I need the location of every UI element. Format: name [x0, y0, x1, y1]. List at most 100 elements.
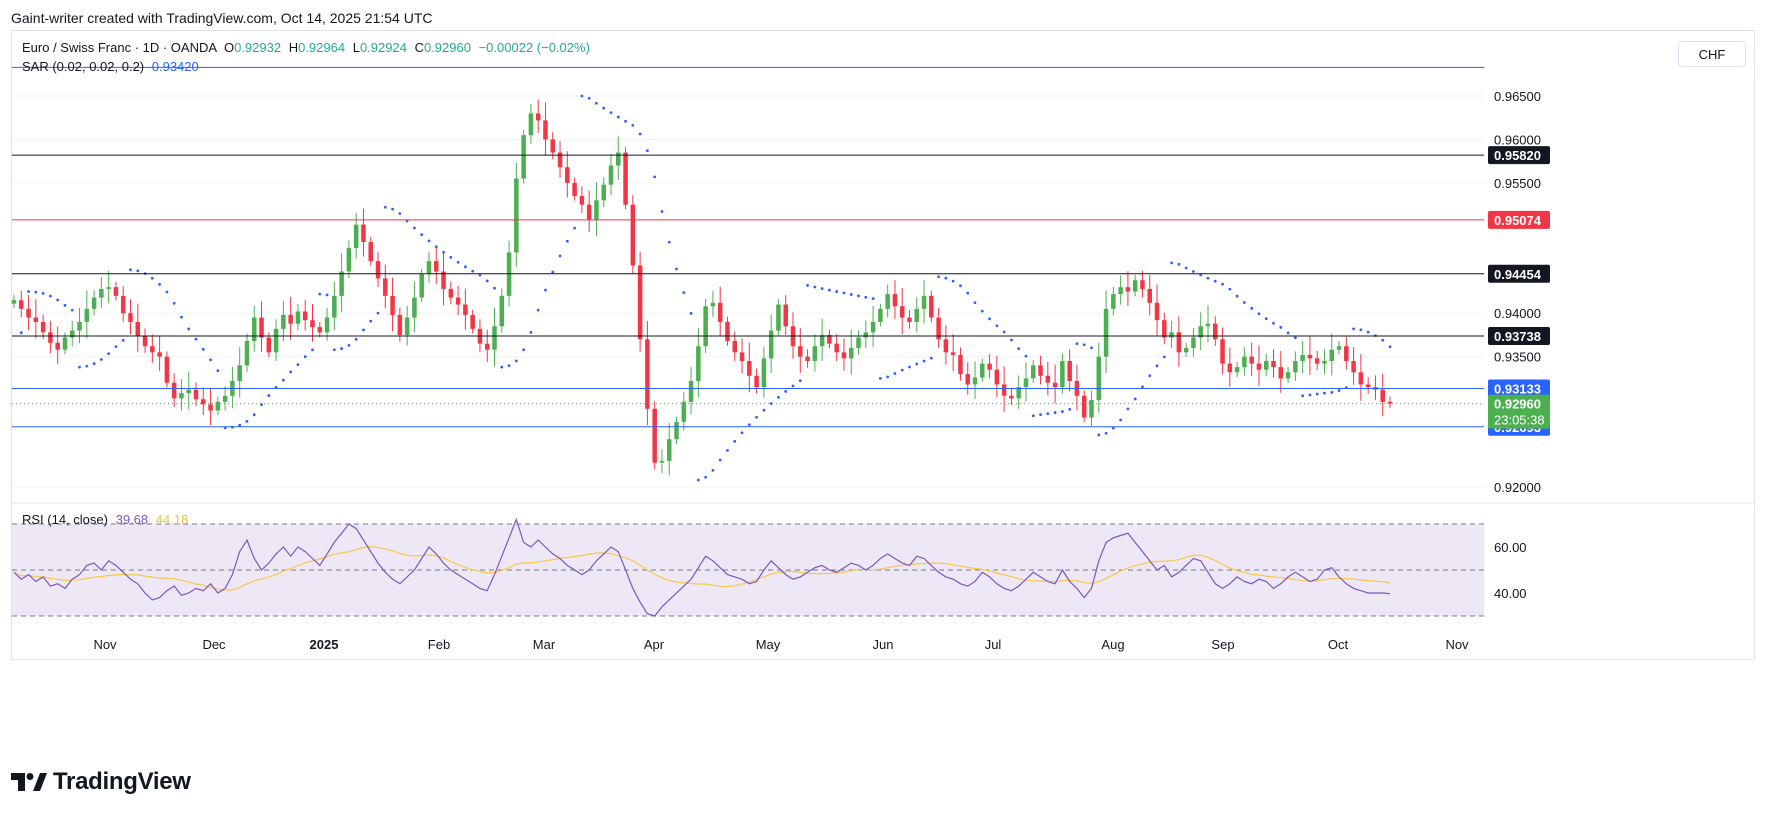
candle-body — [1125, 287, 1131, 292]
price-tick-label: 0.94000 — [1494, 306, 1541, 321]
candle-body — [69, 330, 75, 338]
sar-dot — [595, 101, 598, 105]
sar-dot — [281, 378, 285, 382]
candle-body — [266, 337, 272, 353]
sar-dot — [420, 233, 424, 237]
candle-body — [1242, 356, 1247, 368]
sar-dot — [871, 297, 875, 300]
time-axis-label: Jun — [873, 637, 894, 652]
candle-body — [1278, 367, 1284, 379]
sar-dot — [711, 468, 715, 472]
time-axis-label: Mar — [533, 637, 556, 652]
candle-body — [899, 306, 905, 318]
candle-body — [193, 389, 199, 400]
candle-body — [601, 184, 606, 201]
sar-dot — [172, 301, 176, 305]
sar-label: SAR (0.02, 0.02, 0.2) — [22, 59, 145, 74]
sar-dot — [602, 106, 606, 110]
sar-dot — [19, 331, 23, 335]
sar-dot — [449, 255, 453, 259]
candle-body — [754, 375, 759, 388]
sar-dot — [34, 290, 38, 294]
candle-body — [390, 295, 395, 315]
candle-body — [142, 335, 148, 347]
candle-body — [179, 393, 184, 399]
candle-body — [1001, 384, 1007, 396]
candle-body — [943, 339, 949, 353]
sar-dot — [1206, 276, 1210, 280]
sar-dot — [493, 286, 496, 290]
sar-dot — [391, 207, 394, 211]
candle-body — [1351, 361, 1356, 373]
candle-body — [878, 308, 883, 322]
price-tick-label: 0.96000 — [1494, 132, 1541, 147]
candle-body — [535, 113, 541, 121]
candle-body — [1220, 339, 1225, 364]
candle-body — [11, 300, 17, 304]
currency-button[interactable]: CHF — [1678, 41, 1746, 67]
sar-dot — [558, 254, 562, 258]
candle-body — [434, 261, 439, 272]
level-price-tag-label: 0.94454 — [1494, 267, 1542, 282]
candle-body — [528, 113, 534, 136]
candle-body — [1140, 280, 1145, 289]
candle-body — [907, 317, 912, 322]
sar-dot — [951, 279, 955, 283]
candle-body — [157, 352, 162, 357]
sar-dot — [500, 365, 504, 369]
sar-dot — [150, 276, 154, 280]
candle-body — [994, 369, 1000, 385]
candle-body — [958, 354, 963, 375]
tradingview-logo[interactable]: TradingView — [11, 767, 191, 797]
sar-dot — [522, 348, 526, 352]
candle-body — [841, 352, 847, 359]
sar-dot — [922, 359, 926, 363]
candle-body — [244, 341, 250, 366]
sar-dot — [376, 311, 380, 315]
candle-body — [171, 382, 177, 399]
sar-dot — [966, 291, 970, 295]
sar-dot — [318, 292, 322, 296]
candle-body — [688, 380, 694, 402]
sar-dot — [1170, 261, 1173, 265]
sar-dot — [1352, 327, 1355, 331]
sar-dot — [289, 370, 293, 374]
rsi-legend[interactable]: RSI (14, close) 39.68 44.18 — [22, 512, 188, 527]
sar-dot — [165, 290, 169, 294]
sar-dot — [798, 379, 802, 383]
sar-dot — [121, 338, 125, 342]
sar-dot — [1221, 282, 1224, 286]
chart-frame — [11, 30, 1755, 660]
sar-dot — [1242, 301, 1246, 304]
candle-body — [1307, 354, 1313, 359]
sar-dot — [878, 376, 882, 380]
sar-dot — [980, 309, 984, 313]
sar-legend[interactable]: SAR (0.02, 0.02, 0.2) 0.93420 — [22, 59, 199, 74]
candle-body — [346, 248, 352, 272]
candle-body — [936, 317, 941, 340]
sar-value: 0.93420 — [151, 59, 199, 74]
sar-dot — [653, 175, 657, 179]
sar-dot — [507, 364, 511, 367]
sar-dot — [1031, 414, 1035, 418]
sar-dot — [194, 337, 198, 341]
sar-dot — [463, 265, 467, 269]
candle-body — [1234, 367, 1240, 373]
candle-body — [302, 311, 308, 321]
sar-dot — [959, 284, 962, 288]
sar-dot — [1075, 342, 1079, 346]
candle-body — [499, 295, 505, 327]
sar-dot — [1315, 392, 1319, 396]
candle-body — [1183, 347, 1189, 353]
symbol-label[interactable]: Euro / Swiss Franc · 1D · OANDA — [22, 40, 217, 55]
candle-body — [870, 321, 876, 333]
sar-dot — [325, 293, 329, 297]
level-price-tag — [1488, 264, 1550, 283]
candle-body — [55, 342, 60, 350]
sar-dot — [944, 276, 948, 280]
candle-body — [84, 308, 90, 322]
sar-dot — [347, 343, 351, 347]
candle-body — [543, 120, 548, 140]
sar-dot — [354, 337, 358, 341]
